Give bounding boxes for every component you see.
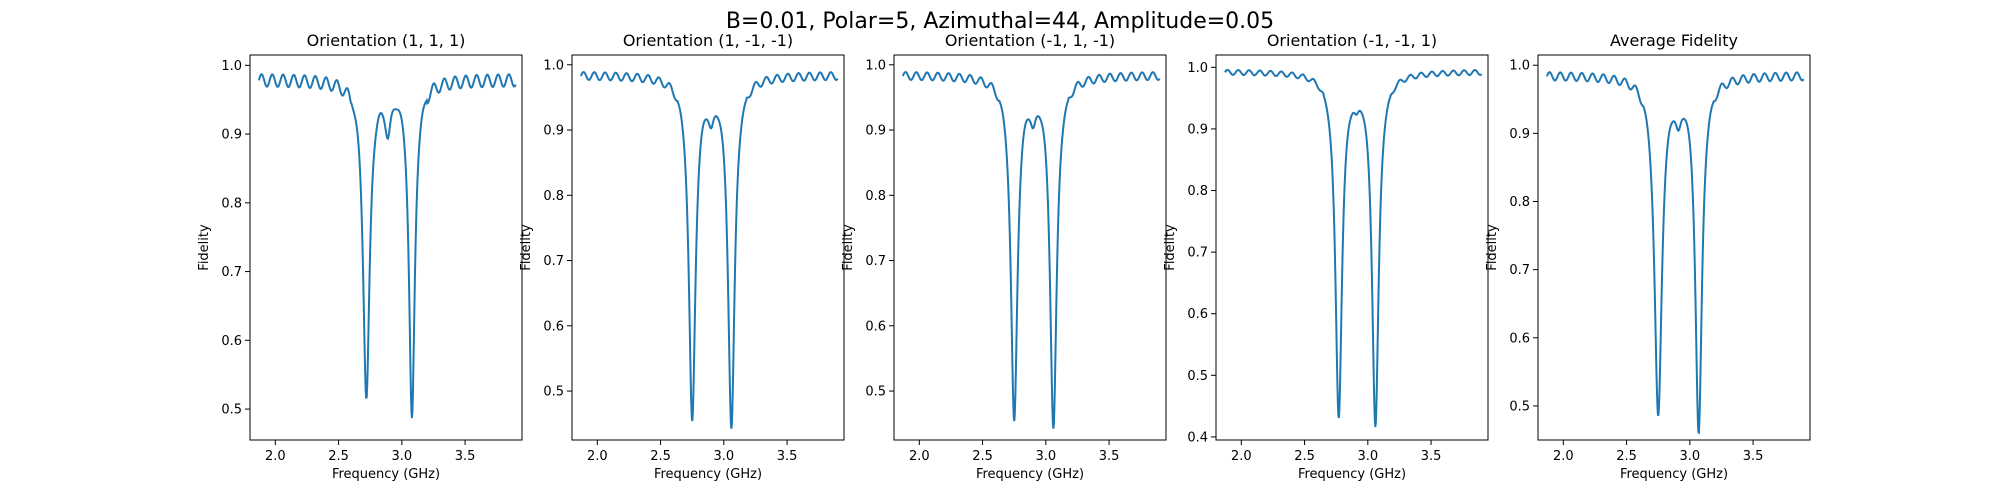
y-axis-label: Fidelity: [841, 224, 856, 271]
x-tick-label: 2.5: [1616, 449, 1637, 464]
y-tick-label: 0.6: [865, 319, 886, 334]
axes-frame: [571, 54, 845, 441]
x-tick-label: 2.5: [650, 449, 671, 464]
y-tick-label: 0.9: [221, 128, 242, 143]
y-tick-label: 0.9: [865, 124, 886, 139]
fidelity-line: [579, 71, 839, 429]
x-tick-label: 2.0: [587, 449, 608, 464]
x-tick-label: 3.0: [713, 449, 734, 464]
subplot-title: Orientation (-1, -1, 1): [1267, 31, 1437, 50]
subplot-title: Orientation (1, 1, 1): [307, 31, 466, 50]
fidelity-line: [901, 71, 1161, 429]
x-tick-label: 2.5: [972, 449, 993, 464]
fidelity-line: [1545, 71, 1805, 435]
x-tick-label: 2.0: [265, 449, 286, 464]
y-tick-label: 0.8: [1187, 184, 1208, 199]
y-axis-label: Fidelity: [519, 224, 534, 271]
y-tick-label: 0.7: [865, 254, 886, 269]
x-tick-label: 3.5: [1421, 449, 1442, 464]
x-tick-label: 2.0: [1553, 449, 1574, 464]
x-axis-label: Frequency (GHz): [1620, 467, 1728, 482]
y-tick-label: 0.6: [1187, 307, 1208, 322]
y-tick-label: 0.6: [1509, 331, 1530, 346]
y-tick-label: 0.8: [1509, 195, 1530, 210]
y-tick-label: 0.8: [543, 189, 564, 204]
fidelity-line: [257, 73, 517, 419]
subplot-title: Average Fidelity: [1610, 31, 1738, 50]
axes-frame: [249, 54, 523, 441]
x-tick-label: 3.0: [1035, 449, 1056, 464]
y-tick-label: 0.7: [1509, 263, 1530, 278]
x-axis-label: Frequency (GHz): [332, 467, 440, 482]
x-tick-label: 2.5: [1294, 449, 1315, 464]
x-axis-label: Frequency (GHz): [654, 467, 762, 482]
x-tick-label: 2.0: [909, 449, 930, 464]
y-tick-label: 1.0: [1509, 59, 1530, 74]
subplot-1: Orientation (1, 1, 1) 2.0 2.5 3.0 3.5 0.5 0.6 0…: [197, 31, 523, 482]
y-tick-label: 1.0: [221, 59, 242, 74]
y-tick-label: 0.8: [221, 196, 242, 211]
y-tick-label: 1.0: [1187, 61, 1208, 76]
y-axis-label: Fidelity: [1485, 224, 1500, 271]
y-tick-label: 0.8: [865, 189, 886, 204]
x-tick-label: 2.0: [1231, 449, 1252, 464]
subplot-3: Orientation (-1, 1, -1) 2.0 2.5 3.0 3.5 0.5 0.…: [841, 31, 1167, 482]
y-tick-label: 1.0: [543, 58, 564, 73]
y-axis-label: Fidelity: [197, 224, 212, 271]
subplot-2: Orientation (1, -1, -1) 2.0 2.5 3.0 3.5 0.5 0.…: [519, 31, 845, 482]
x-axis-label: Frequency (GHz): [976, 467, 1084, 482]
figure-suptitle: B=0.01, Polar=5, Azimuthal=44, Amplitude…: [726, 9, 1274, 34]
axes-frame: [1537, 54, 1811, 441]
subplot-title: Orientation (-1, 1, -1): [945, 31, 1115, 50]
x-tick-label: 3.5: [1099, 449, 1120, 464]
axes-frame: [1215, 54, 1489, 441]
y-tick-label: 0.7: [221, 265, 242, 280]
y-tick-label: 0.4: [1187, 430, 1208, 445]
y-tick-label: 0.5: [1509, 399, 1530, 414]
x-tick-label: 3.5: [777, 449, 798, 464]
y-tick-label: 0.5: [865, 385, 886, 400]
x-tick-label: 3.0: [391, 449, 412, 464]
y-tick-label: 0.9: [1509, 127, 1530, 142]
y-tick-label: 0.5: [221, 403, 242, 418]
y-tick-label: 0.6: [221, 334, 242, 349]
x-tick-label: 3.0: [1679, 449, 1700, 464]
axes-frame: [893, 54, 1167, 441]
x-tick-label: 3.5: [455, 449, 476, 464]
x-axis-label: Frequency (GHz): [1298, 467, 1406, 482]
y-axis-label: Fidelity: [1163, 224, 1178, 271]
y-tick-label: 1.0: [865, 58, 886, 73]
x-tick-label: 3.5: [1743, 449, 1764, 464]
y-tick-label: 0.7: [1187, 246, 1208, 261]
subplot-5: Average Fidelity 2.0 2.5 3.0 3.5 0.5 0.6 0.7 0.8…: [1485, 31, 1811, 482]
fidelity-line: [1224, 68, 1483, 428]
y-tick-label: 0.5: [1187, 369, 1208, 384]
y-tick-label: 0.5: [543, 385, 564, 400]
y-tick-label: 0.9: [1187, 122, 1208, 137]
x-tick-label: 2.5: [328, 449, 349, 464]
x-tick-label: 3.0: [1357, 449, 1378, 464]
subplot-title: Orientation (1, -1, -1): [623, 31, 793, 50]
subplot-4: Orientation (-1, -1, 1) 2.0 2.5 3.0 3.5 0.4 0.…: [1163, 31, 1489, 482]
y-tick-label: 0.7: [543, 254, 564, 269]
y-tick-label: 0.6: [543, 319, 564, 334]
y-tick-label: 0.9: [543, 124, 564, 139]
